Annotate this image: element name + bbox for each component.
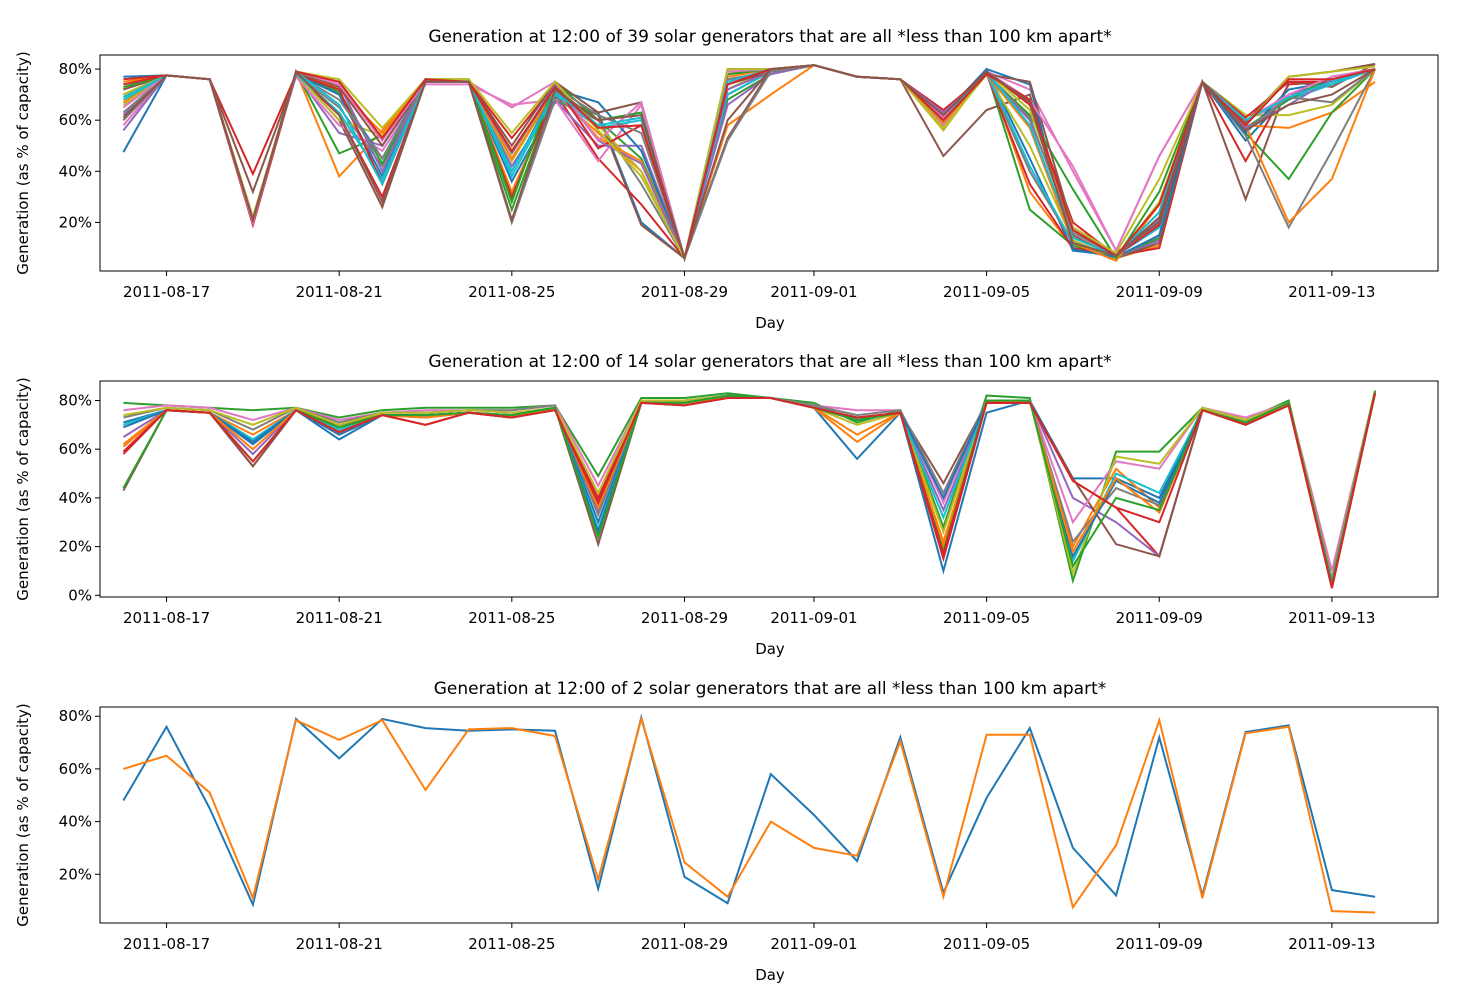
y-tick-label: 80% bbox=[59, 707, 92, 725]
x-tick-label: 2011-08-29 bbox=[641, 283, 728, 301]
x-tick-label: 2011-08-17 bbox=[123, 609, 210, 627]
x-tick-label: 2011-08-25 bbox=[468, 609, 555, 627]
x-tick-label: 2011-08-29 bbox=[641, 935, 728, 953]
chart-panel-3: Generation at 12:00 of 2 solar generator… bbox=[14, 679, 1439, 984]
x-tick-label: 2011-09-13 bbox=[1288, 935, 1375, 953]
x-tick-label: 2011-09-09 bbox=[1116, 935, 1203, 953]
series-line-1 bbox=[122, 713, 1376, 908]
x-tick-label: 2011-08-25 bbox=[468, 283, 555, 301]
y-tick-label: 20% bbox=[59, 538, 92, 556]
x-tick-label: 2011-09-05 bbox=[943, 935, 1030, 953]
axis-ticks: 2011-08-17 2011-08-21 2011-08-25 2011-08-29… bbox=[59, 391, 1376, 627]
x-axis-label: Day bbox=[755, 966, 785, 984]
series-line-13 bbox=[122, 390, 1377, 586]
series-layer bbox=[122, 713, 1376, 914]
plot-frame bbox=[99, 54, 1439, 272]
y-axis-label: Generation (as % of capacity) bbox=[14, 703, 32, 927]
y-axis-label: Generation (as % of capacity) bbox=[14, 51, 32, 275]
x-tick-label: 2011-09-09 bbox=[1116, 283, 1203, 301]
x-tick-label: 2011-08-25 bbox=[468, 935, 555, 953]
y-axis-label: Generation (as % of capacity) bbox=[14, 377, 32, 601]
series-line-21 bbox=[123, 64, 1376, 262]
series-line-2 bbox=[123, 715, 1376, 914]
y-tick-label: 60% bbox=[59, 760, 92, 778]
x-tick-label: 2011-09-01 bbox=[770, 283, 857, 301]
y-tick-label: 80% bbox=[59, 391, 92, 409]
x-tick-label: 2011-09-05 bbox=[943, 609, 1030, 627]
plot-frame bbox=[99, 706, 1439, 924]
y-tick-label: 40% bbox=[59, 489, 92, 507]
x-tick-label: 2011-08-17 bbox=[123, 283, 210, 301]
series-line-17 bbox=[122, 64, 1376, 259]
x-tick-label: 2011-09-09 bbox=[1116, 609, 1203, 627]
series-line-3 bbox=[123, 390, 1377, 585]
x-tick-label: 2011-09-13 bbox=[1288, 609, 1375, 627]
series-layer bbox=[122, 390, 1377, 589]
series-line-14 bbox=[122, 392, 1377, 589]
x-tick-label: 2011-09-01 bbox=[770, 935, 857, 953]
x-tick-label: 2011-08-17 bbox=[123, 935, 210, 953]
series-line-16 bbox=[122, 62, 1376, 263]
chart-panel-1: Generation at 12:00 of 39 solar generato… bbox=[14, 27, 1439, 332]
series-line-22 bbox=[122, 64, 1376, 262]
series-line-1 bbox=[123, 392, 1377, 581]
series-line-13 bbox=[123, 64, 1376, 263]
series-layer bbox=[122, 62, 1377, 263]
y-tick-label: 20% bbox=[59, 865, 92, 883]
chart-title: Generation at 12:00 of 2 solar generator… bbox=[434, 679, 1107, 699]
x-tick-label: 2011-08-21 bbox=[296, 935, 383, 953]
y-tick-label: 60% bbox=[59, 440, 92, 458]
axis-ticks: 2011-08-17 2011-08-21 2011-08-25 2011-08-29… bbox=[59, 707, 1376, 953]
y-tick-label: 40% bbox=[59, 162, 92, 180]
x-tick-label: 2011-09-05 bbox=[943, 283, 1030, 301]
x-axis-label: Day bbox=[755, 640, 785, 658]
series-line-20 bbox=[122, 64, 1376, 262]
x-tick-label: 2011-08-21 bbox=[296, 283, 383, 301]
chart-title: Generation at 12:00 of 14 solar generato… bbox=[428, 352, 1111, 372]
y-tick-label: 40% bbox=[59, 813, 92, 831]
axis-ticks: 2011-08-17 2011-08-21 2011-08-25 2011-08-29… bbox=[59, 60, 1376, 301]
y-tick-label: 80% bbox=[59, 60, 92, 78]
chart-panel-2: Generation at 12:00 of 14 solar generato… bbox=[14, 352, 1439, 658]
chart-title: Generation at 12:00 of 39 solar generato… bbox=[428, 27, 1111, 47]
plot-frame bbox=[99, 380, 1439, 598]
x-tick-label: 2011-09-01 bbox=[770, 609, 857, 627]
y-tick-label: 0% bbox=[68, 586, 92, 604]
x-tick-label: 2011-08-29 bbox=[641, 609, 728, 627]
y-tick-label: 60% bbox=[59, 111, 92, 129]
x-axis-label: Day bbox=[755, 314, 785, 332]
x-tick-label: 2011-08-21 bbox=[296, 609, 383, 627]
x-tick-label: 2011-09-13 bbox=[1288, 283, 1375, 301]
y-tick-label: 20% bbox=[59, 213, 92, 231]
series-line-19 bbox=[122, 64, 1376, 262]
